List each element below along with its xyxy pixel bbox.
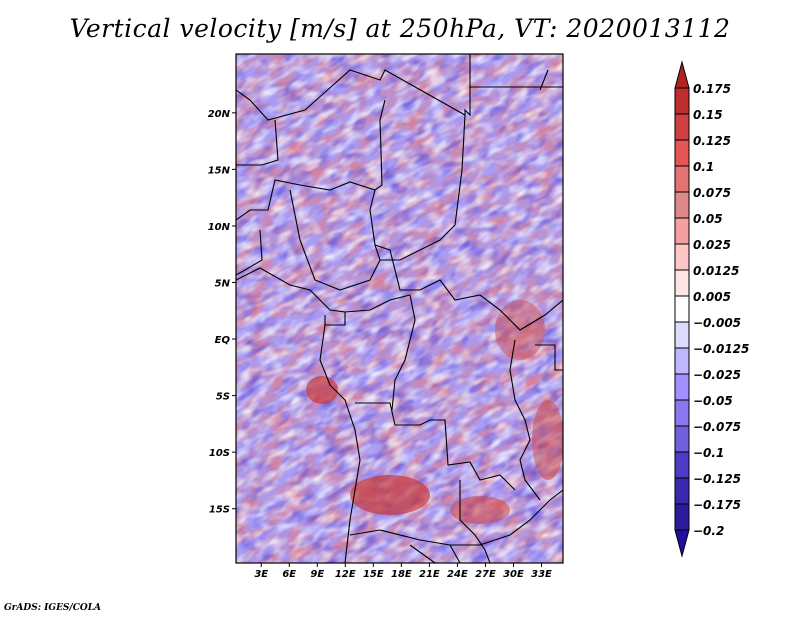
colorbar-label: 0.125: [693, 134, 731, 148]
colorbar-swatch: [674, 87, 690, 115]
colorbar-label: 0.0125: [693, 264, 739, 278]
y-tick-label: 5S: [216, 392, 230, 403]
y-tick-label: 5N: [215, 278, 231, 289]
x-tick-label: 9E: [310, 569, 324, 580]
border-line: [459, 480, 491, 563]
x-tick-label: 33E: [531, 569, 552, 580]
colorbar-label: −0.125: [693, 472, 741, 486]
country-borders: [236, 54, 563, 563]
border-line: [289, 189, 381, 291]
colorbar-label: −0.2: [693, 524, 724, 538]
colorbar-label: 0.05: [693, 212, 723, 226]
colorbar-label: −0.1: [693, 446, 724, 460]
y-axis: 20N 15N 10N 5N EQ 5S 10S 15S: [208, 109, 236, 516]
y-tick-label: 15S: [209, 505, 230, 516]
border-line: [236, 229, 263, 276]
colorbar-label: −0.075: [693, 420, 741, 434]
colorbar-swatch: [674, 295, 690, 323]
colorbar-label: −0.025: [693, 368, 741, 382]
border-line: [509, 339, 541, 501]
border-line: [236, 54, 471, 121]
y-tick-label: EQ: [215, 335, 231, 346]
border-line: [236, 119, 279, 166]
colorbar-swatch: [674, 165, 690, 193]
colorbar-swatch: [674, 139, 690, 167]
colorbar-label: −0.005: [693, 316, 741, 330]
colorbar-swatch: [674, 373, 690, 401]
map-frame: [235, 53, 564, 564]
x-tick-label: 3E: [254, 569, 268, 580]
colorbar-label: −0.0125: [693, 342, 749, 356]
field-patch: [306, 376, 338, 404]
y-tick-label: 10S: [209, 448, 230, 459]
field-patch: [450, 496, 510, 524]
colorbar-label: 0.005: [693, 290, 731, 304]
colorbar-swatch: [674, 191, 690, 219]
border-line: [355, 402, 516, 491]
colorbar-swatch: [674, 503, 690, 531]
colorbar-swatch: [674, 477, 690, 505]
colorbar-swatch: [674, 425, 690, 453]
x-tick-label: 18E: [391, 569, 412, 580]
x-tick-label: 21E: [419, 569, 440, 580]
grads-credit: GrADS: IGES/COLA: [4, 603, 102, 613]
colorbar-label: 0.075: [693, 186, 731, 200]
x-tick-label: 15E: [363, 569, 384, 580]
y-tick-label: 20N: [208, 109, 231, 120]
x-tick-label: 24E: [447, 569, 468, 580]
colorbar-swatch: [674, 347, 690, 375]
colorbar-swatch: [674, 321, 690, 349]
colorbar-label: 0.175: [693, 82, 731, 96]
colorbar-label: −0.175: [693, 498, 741, 512]
colorbar-extend-min: [674, 529, 690, 558]
border-line: [319, 324, 361, 563]
x-tick-label: 27E: [475, 569, 496, 580]
border-line: [449, 544, 461, 563]
field-patch: [532, 400, 563, 480]
y-tick-label: 15N: [208, 165, 231, 176]
colorbar-label: 0.025: [693, 238, 731, 252]
colorbar-swatch: [674, 217, 690, 245]
border-line: [374, 244, 563, 331]
colorbar-swatch: [674, 113, 690, 141]
border-line: [539, 69, 549, 91]
colorbar-extend-max: [674, 60, 690, 89]
x-tick-label: 6E: [282, 569, 296, 580]
colorbar-swatch: [674, 269, 690, 297]
border-line: [349, 489, 563, 546]
colorbar-label: −0.05: [693, 394, 733, 408]
colorbar-swatch: [674, 399, 690, 427]
field-patch: [350, 475, 430, 515]
x-tick-label: 30E: [503, 569, 524, 580]
colorbar-swatch: [674, 451, 690, 479]
y-tick-label: 10N: [208, 222, 231, 233]
x-tick-label: 12E: [335, 569, 356, 580]
border-line: [236, 267, 346, 326]
colorbar-label: 0.15: [693, 108, 723, 122]
border-line: [409, 544, 436, 563]
colorbar-swatch: [674, 243, 690, 271]
colorbar-label: 0.1: [693, 160, 714, 174]
border-line: [236, 179, 376, 221]
chart-title: Vertical velocity [m/s] at 250hPa, VT: 2…: [69, 14, 731, 43]
border-line: [344, 294, 416, 411]
x-axis: 3E 6E 9E 12E 15E 18E 21E 24E 27E 30E 33E: [254, 563, 552, 580]
colorbar: 0.175 0.15 0.125 0.1 0.075 0.05 0.025 0.0125 0.0…: [674, 60, 749, 558]
border-line: [535, 344, 563, 371]
